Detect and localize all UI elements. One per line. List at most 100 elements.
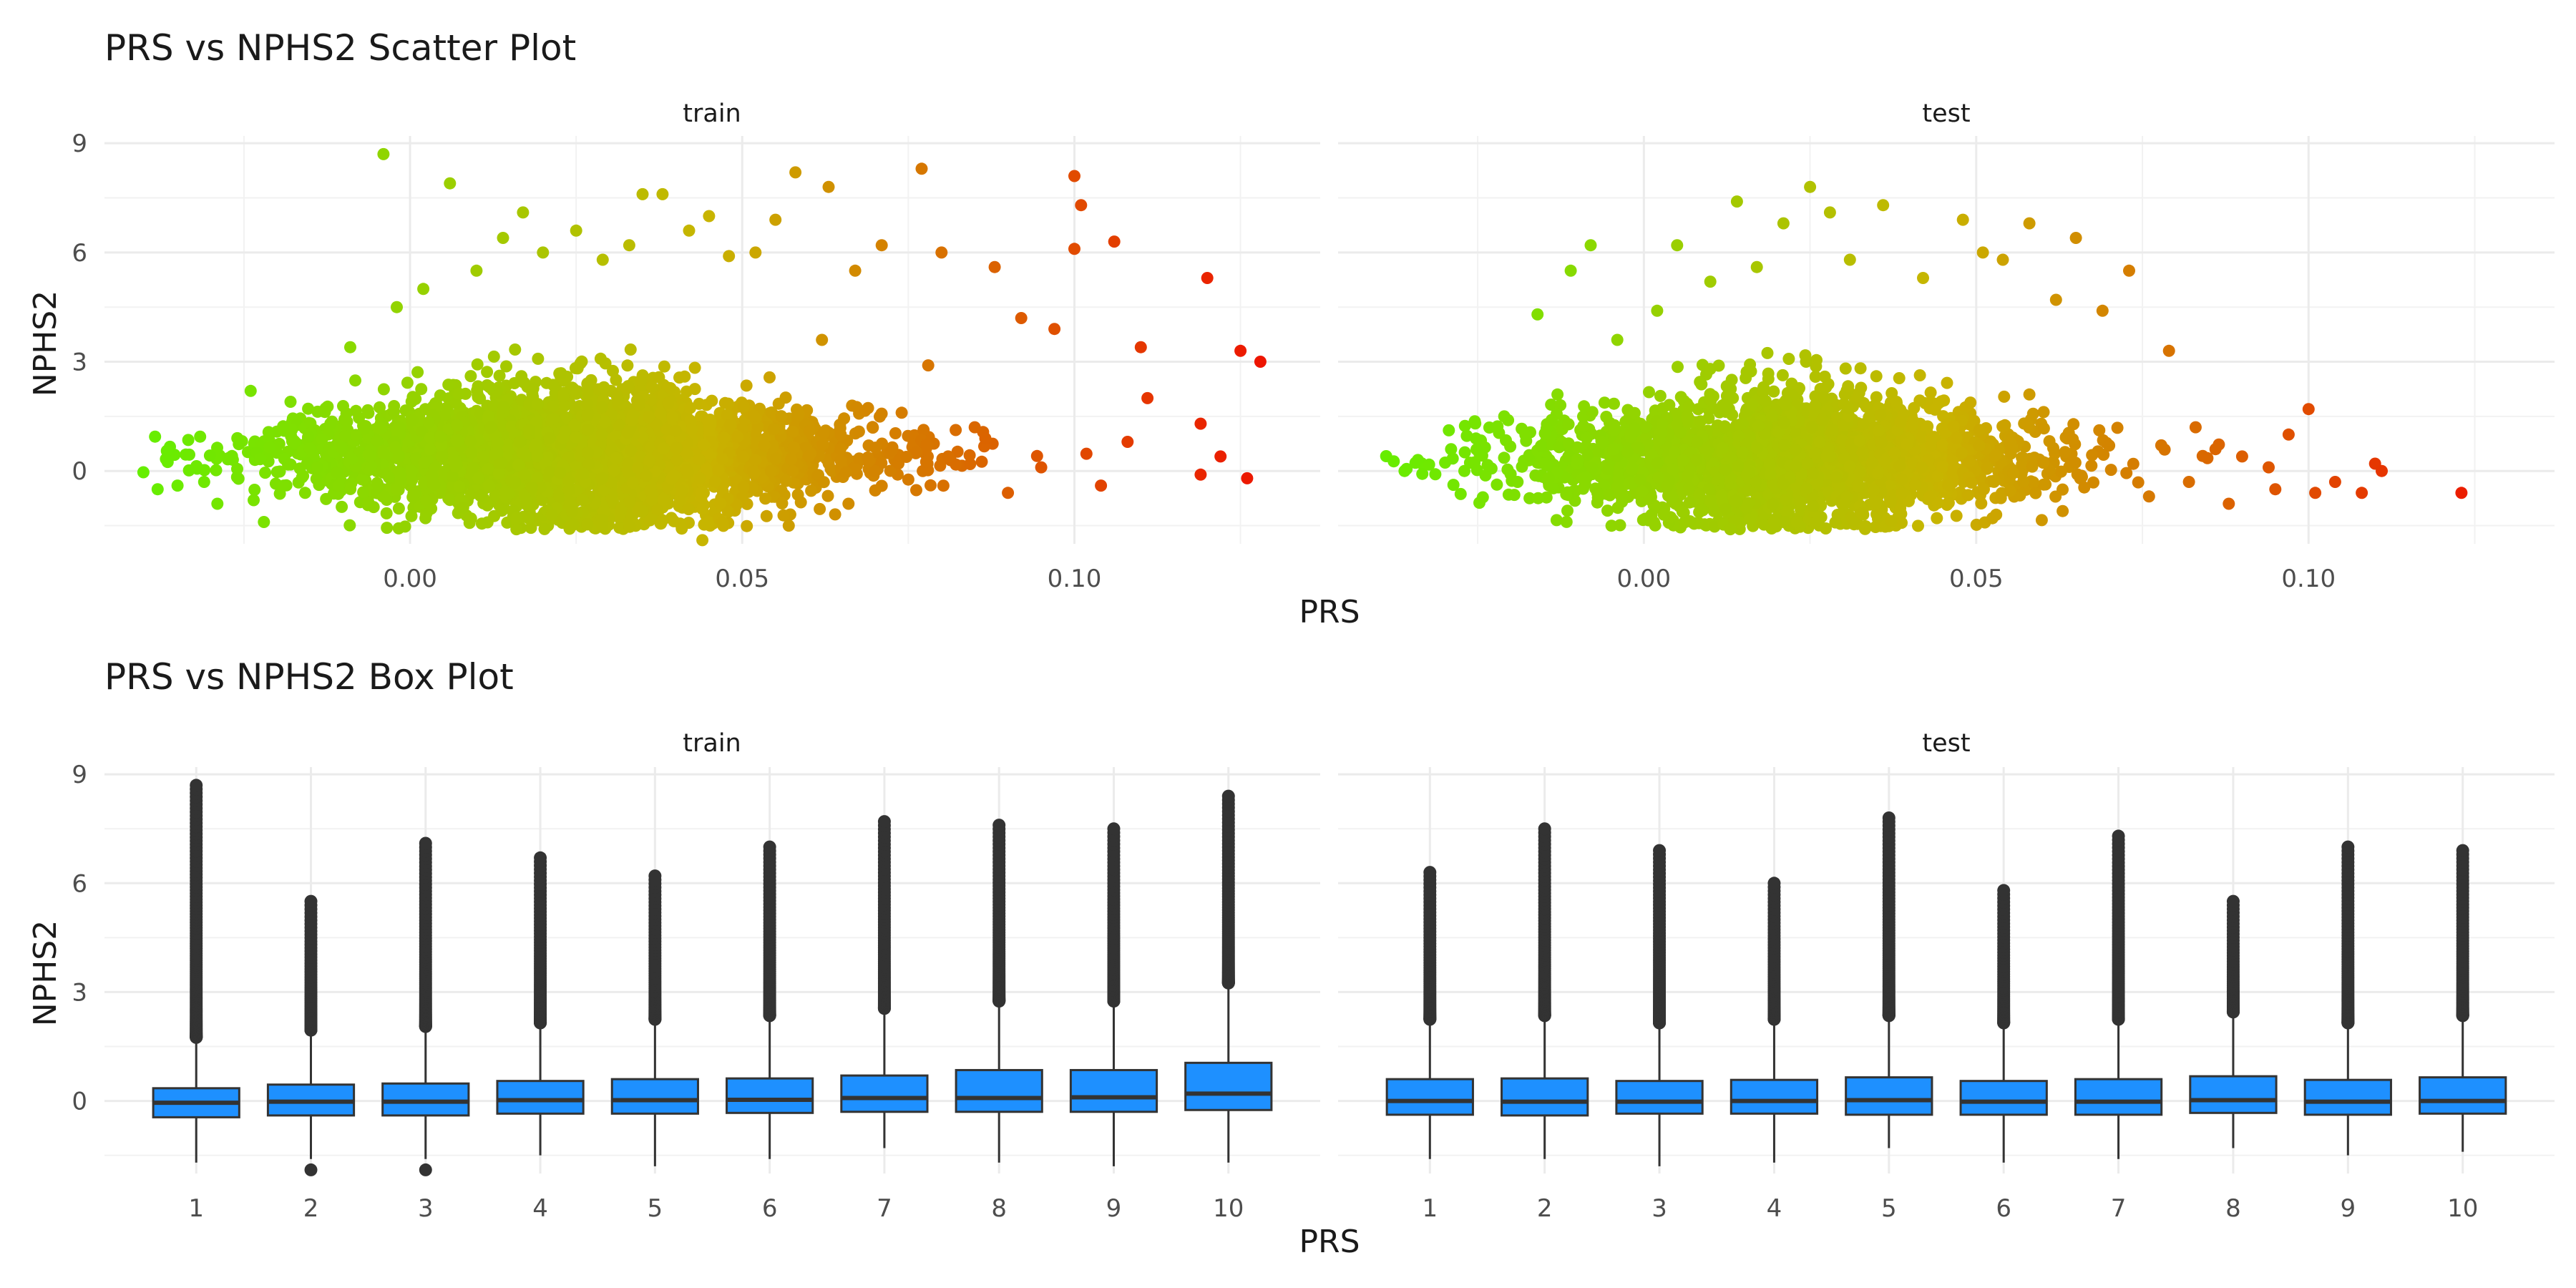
scatter-train-point bbox=[874, 410, 886, 423]
scatter-train-point bbox=[651, 503, 663, 516]
scatter-train-point bbox=[532, 398, 545, 411]
scatter-train-point bbox=[263, 441, 276, 454]
scatter-train-point bbox=[349, 374, 361, 387]
scatter-train-point bbox=[937, 479, 950, 492]
scatter-train-point bbox=[665, 472, 678, 485]
scatter-train-point bbox=[493, 369, 506, 382]
scatter-train-point bbox=[895, 406, 908, 419]
scatter-train-point bbox=[1234, 344, 1247, 357]
scatter-train-point bbox=[417, 283, 430, 296]
scatter-test-point bbox=[1809, 371, 1822, 383]
scatter-train-point bbox=[782, 519, 795, 532]
scatter-train-point bbox=[304, 417, 317, 430]
scatter-train-point bbox=[698, 487, 711, 499]
scatter-test-point bbox=[1962, 489, 1974, 502]
scatter-train-point bbox=[538, 522, 551, 535]
scatter-train-point bbox=[1075, 199, 1088, 212]
scatter-train-point bbox=[571, 362, 584, 375]
scatter-train-point bbox=[517, 376, 530, 389]
scatter-train-point bbox=[643, 514, 656, 527]
scatter-train-point bbox=[582, 447, 594, 459]
scatter-train-point bbox=[935, 246, 948, 259]
scatter-test-point bbox=[1600, 411, 1613, 423]
scatter-train-point bbox=[336, 500, 348, 513]
scatter-train-point bbox=[324, 417, 337, 430]
scatter-train-point bbox=[862, 451, 874, 464]
scatter-train-point bbox=[371, 477, 384, 489]
scatter-train-point bbox=[640, 469, 653, 482]
scatter-train-point bbox=[688, 361, 701, 374]
scatter-train-point bbox=[562, 484, 575, 497]
scatter-train-point bbox=[407, 487, 420, 499]
scatter-train-point bbox=[718, 431, 731, 444]
scatter-train-point bbox=[362, 496, 375, 509]
scatter-train-point bbox=[737, 480, 750, 493]
scatter-train-point bbox=[764, 464, 777, 477]
scatter-train-point bbox=[557, 431, 570, 444]
scatter-train-point bbox=[634, 374, 647, 387]
scatter-train-point bbox=[399, 520, 411, 533]
scatter-test-point bbox=[1443, 424, 1455, 436]
scatter-train-point bbox=[475, 517, 488, 530]
scatter-train-point bbox=[470, 264, 483, 277]
scatter-train-point bbox=[149, 430, 162, 443]
scatter-train-point bbox=[232, 472, 245, 485]
scatter-train-point bbox=[514, 436, 526, 449]
scatter-train-point bbox=[920, 438, 933, 451]
scatter-train-point bbox=[821, 489, 834, 502]
scatter-train-point bbox=[391, 483, 403, 496]
scatter-test-point bbox=[1782, 353, 1795, 365]
scatter-train-point bbox=[654, 406, 667, 419]
scatter-train-point bbox=[517, 206, 530, 219]
scatter-train-point bbox=[869, 441, 882, 454]
scatter-train-point bbox=[595, 520, 608, 533]
scatter-train-point bbox=[547, 413, 560, 425]
scatter-train-point bbox=[595, 429, 608, 441]
scatter-train-point bbox=[683, 224, 696, 237]
scatter-train-point bbox=[394, 473, 406, 486]
scatter-train-point bbox=[682, 503, 695, 516]
scatter-train-point bbox=[415, 383, 428, 396]
scatter-test-point bbox=[1674, 391, 1687, 404]
scatter-train-point bbox=[467, 462, 479, 474]
scatter-train-point bbox=[721, 505, 734, 518]
scatter-train-point bbox=[1201, 272, 1214, 284]
scatter-train-point bbox=[487, 350, 500, 363]
scatter-train-point bbox=[457, 501, 469, 514]
scatter-train-point bbox=[259, 467, 272, 479]
scatter-train-point bbox=[570, 431, 582, 444]
scatter-train-point bbox=[620, 382, 633, 395]
scatter-train-point bbox=[816, 333, 829, 346]
scatter-test-point bbox=[2085, 459, 2098, 472]
scatter-train-point bbox=[784, 453, 797, 466]
scatter-train-point bbox=[822, 180, 835, 193]
scatter-train-point bbox=[862, 401, 874, 414]
scatter-test-point bbox=[2087, 476, 2099, 489]
scatter-train-point bbox=[391, 301, 403, 313]
scatter-train-point bbox=[424, 443, 436, 456]
scatter-test-point bbox=[1508, 489, 1521, 502]
scatter-train-point bbox=[625, 414, 638, 426]
scatter-train-point bbox=[1254, 356, 1267, 368]
scatter-train-point bbox=[453, 480, 466, 493]
scatter-train-point bbox=[670, 442, 683, 455]
scatter-train-point bbox=[595, 401, 608, 414]
scatter-train-point bbox=[740, 379, 753, 392]
scatter-train-point bbox=[658, 360, 670, 373]
scatter-title: PRS vs NPHS2 Scatter Plot bbox=[104, 27, 576, 69]
scatter-train-point bbox=[474, 489, 487, 502]
scatter-train-point bbox=[582, 458, 595, 471]
scatter-train-point bbox=[566, 505, 579, 517]
scatter-train-point bbox=[668, 514, 680, 527]
scatter-test-point bbox=[1936, 439, 1949, 452]
scatter-train-point bbox=[621, 426, 634, 439]
scatter-train-point bbox=[716, 516, 728, 528]
scatter-test-point bbox=[2037, 422, 2050, 435]
scatter-train-point bbox=[849, 264, 862, 277]
scatter-train-point bbox=[292, 476, 305, 489]
scatter-train-point bbox=[693, 472, 706, 485]
scatter-train-point bbox=[1015, 312, 1028, 324]
scatter-train-point bbox=[643, 411, 655, 424]
scatter-train-point bbox=[393, 449, 406, 462]
scatter-train-point bbox=[434, 389, 447, 402]
